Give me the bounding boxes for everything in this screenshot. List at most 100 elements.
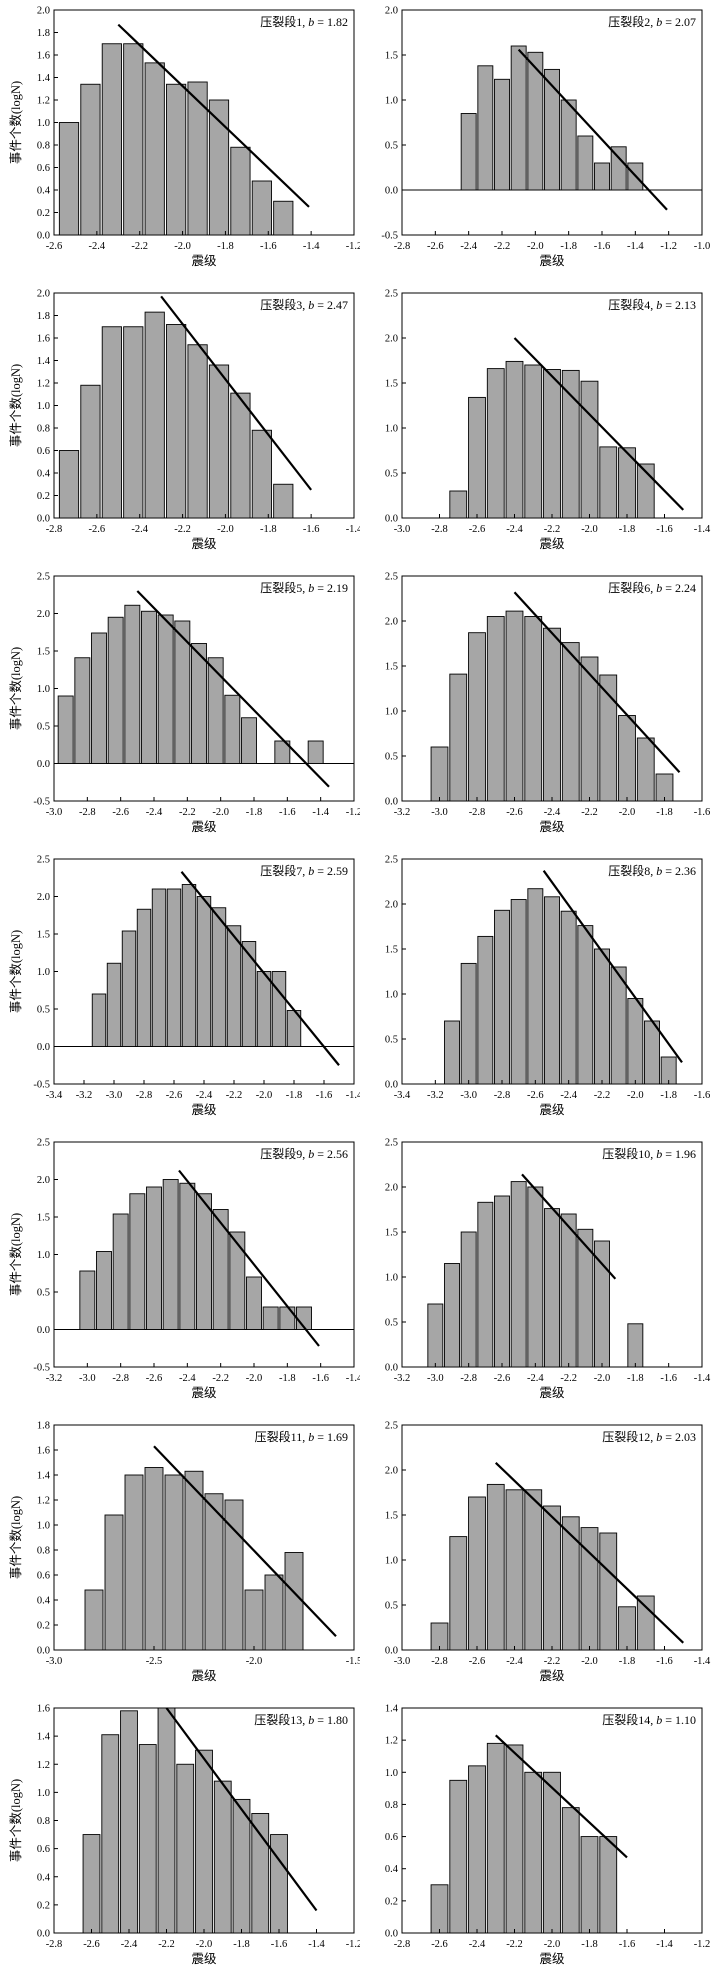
- y-tick-label: 1.0: [37, 684, 50, 695]
- y-tick-label: 2.0: [37, 289, 50, 300]
- x-tick-label: -2.6: [89, 524, 106, 535]
- x-axis-title: 震级: [191, 1952, 217, 1966]
- y-tick-label: 1.0: [37, 1521, 50, 1532]
- bar-12: [627, 998, 644, 1085]
- bar-1: [460, 113, 477, 191]
- x-tick-label: -1.6: [303, 524, 320, 535]
- x-tick-label: -2.4: [179, 1373, 196, 1384]
- bar-2: [80, 83, 101, 236]
- b-value: = 2.59: [314, 864, 348, 878]
- fit-line: [160, 295, 313, 491]
- x-tick-label: -1.4: [312, 807, 329, 818]
- bar-2: [460, 962, 477, 1085]
- y-tick-label: 1.0: [385, 1768, 398, 1779]
- bar-2: [477, 65, 494, 191]
- panel-label: 压裂段12, b = 2.03: [602, 1429, 696, 1444]
- bar-9: [580, 1836, 599, 1934]
- y-tick-label: 0.5: [37, 1005, 50, 1016]
- bar-11: [246, 1276, 262, 1330]
- y-axis-title: 事件个数(logN): [8, 1213, 23, 1296]
- y-tick-label: 2.0: [385, 900, 398, 911]
- y-tick-label: 2.0: [37, 892, 50, 903]
- bar-1: [84, 1589, 104, 1651]
- bar-1: [449, 490, 468, 519]
- x-tick-label: -2.0: [619, 807, 636, 818]
- x-tick-label: -1.6: [271, 1939, 288, 1950]
- bar-12: [262, 1306, 279, 1330]
- x-tick-label: -1.4: [656, 1939, 673, 1950]
- x-tick-label: -2.2: [179, 807, 196, 818]
- b-symbol: b: [656, 1713, 662, 1727]
- x-axis-title: 震级: [539, 1103, 565, 1117]
- bar-6: [544, 68, 560, 191]
- x-tick-label: -2.6: [112, 807, 129, 818]
- panel-label: 压裂段4, b = 2.13: [608, 297, 696, 312]
- bar-1: [58, 122, 80, 236]
- y-tick-label: 0.0: [385, 1363, 398, 1374]
- x-tick-label: -1.8: [286, 1090, 303, 1101]
- bar-7: [561, 369, 580, 519]
- bar-11: [610, 966, 627, 1085]
- x-tick-label: -2.6: [431, 1939, 448, 1950]
- x-tick-label: -2.8: [494, 1090, 511, 1101]
- panel-label-prefix: 压裂段6,: [608, 580, 656, 595]
- y-tick-label: 1.5: [37, 930, 50, 941]
- bar-5: [494, 1195, 510, 1368]
- x-tick-label: -2.0: [581, 524, 598, 535]
- bar-8: [174, 620, 191, 764]
- bar-12: [256, 971, 272, 1047]
- x-tick-label: -1.4: [346, 1090, 360, 1101]
- bar-6: [524, 1489, 543, 1651]
- x-tick-label: -2.2: [594, 1090, 611, 1101]
- fit-line: [165, 1707, 318, 1912]
- bar-2: [468, 396, 486, 519]
- x-tick-label: -1.6: [260, 241, 277, 252]
- bar-3: [101, 43, 122, 236]
- x-tick-label: -1.2: [346, 1939, 360, 1950]
- bar-7: [187, 81, 208, 236]
- x-tick-label: -1.2: [346, 807, 360, 818]
- y-tick-label: -0.5: [33, 1363, 50, 1374]
- x-axis-title: 震级: [539, 1952, 565, 1966]
- y-tick-label: 0.6: [37, 446, 50, 457]
- bar-1: [82, 1834, 101, 1934]
- x-tick-label: -3.0: [46, 1656, 63, 1667]
- b-value: = 2.24: [662, 581, 696, 595]
- y-tick-label: 0.6: [37, 163, 50, 174]
- chart-panel-10: -3.2 -3.0 -2.8 -2.6 -2.4 -2.2 -2.0 -1.8 -1.6 -1.4…: [385, 1138, 711, 1401]
- y-tick-label: 1.5: [385, 1511, 398, 1522]
- y-tick-label: 1.6: [37, 1446, 50, 1457]
- y-tick-label: 0.8: [37, 141, 50, 152]
- y-tick-label: 0.5: [37, 1288, 50, 1299]
- x-tick-label: -1.4: [694, 1656, 711, 1667]
- b-value: = 2.03: [662, 1430, 696, 1444]
- bar-3: [468, 632, 486, 802]
- x-tick-label: -2.4: [131, 524, 148, 535]
- b-value: = 2.36: [662, 864, 696, 878]
- bar-6: [166, 888, 182, 1047]
- y-tick-label: 2.0: [385, 1466, 398, 1477]
- y-tick-label: 0.5: [385, 1601, 398, 1612]
- bar-4: [477, 1201, 494, 1368]
- x-tick-label: -2.0: [544, 1939, 561, 1950]
- x-tick-label: -2.8: [394, 241, 411, 252]
- bar-5: [505, 1489, 524, 1651]
- x-tick-label: -2.8: [469, 807, 486, 818]
- bar-8: [196, 896, 212, 1047]
- bar-3: [120, 1710, 138, 1934]
- bar-4: [486, 1742, 505, 1934]
- x-tick-label: -2.0: [256, 1090, 273, 1101]
- bar-10: [577, 1228, 594, 1368]
- bar-5: [527, 51, 544, 191]
- y-tick-label: 0.0: [385, 1646, 398, 1657]
- b-symbol: b: [656, 298, 662, 312]
- panel-label: 压裂段14, b = 1.10: [602, 1712, 696, 1727]
- y-tick-label: -0.5: [33, 1080, 50, 1091]
- bar-6: [510, 1181, 527, 1368]
- x-tick-label: -2.4: [506, 1656, 523, 1667]
- bar-7: [543, 1505, 561, 1651]
- panel-label: 压裂段13, b = 1.80: [254, 1712, 348, 1727]
- x-tick-label: -1.8: [560, 241, 577, 252]
- panel-label-prefix: 压裂段8,: [608, 863, 656, 878]
- bar-1: [430, 1884, 449, 1934]
